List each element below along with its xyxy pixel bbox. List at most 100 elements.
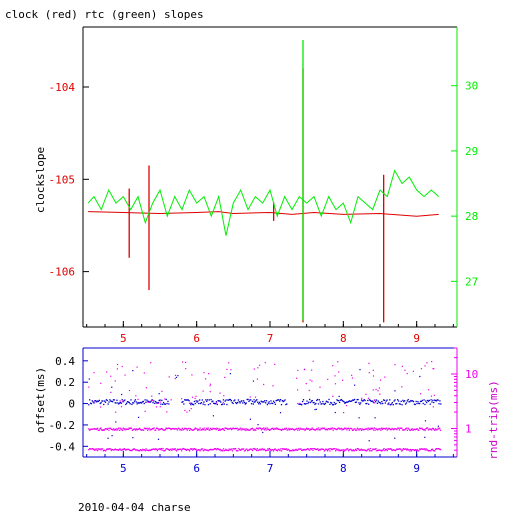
- rndtrip-point: [173, 448, 175, 451]
- rndtrip-point: [417, 450, 419, 452]
- lower-y-tick-label: -0.2: [49, 419, 76, 432]
- offset-point: [408, 401, 410, 403]
- offset-point: [167, 400, 169, 403]
- rndtrip-point: [150, 428, 152, 430]
- rndtrip-scatter-point: [110, 391, 112, 393]
- rndtrip-point: [114, 429, 117, 431]
- rndtrip-point: [138, 427, 141, 430]
- rndtrip-point: [142, 448, 144, 451]
- offset-point: [331, 404, 334, 406]
- offset-point: [389, 399, 391, 401]
- rndtrip-point: [346, 429, 348, 431]
- offset-point: [117, 402, 119, 404]
- offset-point: [304, 403, 306, 405]
- upper-y2-tick-label: 28: [465, 210, 478, 223]
- rndtrip-point: [174, 428, 176, 430]
- rndtrip-point: [423, 428, 426, 431]
- rndtrip-point: [298, 429, 300, 431]
- rndtrip-point: [429, 428, 431, 430]
- offset-point: [205, 399, 207, 401]
- rndtrip-point: [201, 428, 204, 430]
- rndtrip-point: [176, 450, 178, 452]
- offset-point: [300, 403, 302, 405]
- lower-x-tick-label: 9: [413, 462, 420, 475]
- rndtrip-point: [130, 427, 133, 429]
- offset-point: [272, 402, 274, 405]
- offset-point: [141, 401, 144, 403]
- rndtrip-point: [138, 450, 141, 452]
- rndtrip-scatter-point: [93, 372, 95, 374]
- offset-point: [389, 404, 392, 406]
- rndtrip-scatter-point: [228, 362, 230, 364]
- offset-point: [152, 401, 154, 404]
- rndtrip-point: [397, 427, 400, 429]
- rndtrip-scatter-point: [433, 368, 435, 370]
- rndtrip-point: [170, 448, 172, 450]
- rndtrip-point: [233, 428, 235, 430]
- offset-point: [333, 401, 335, 404]
- offset-point: [301, 400, 304, 403]
- offset-point: [355, 401, 357, 403]
- rndtrip-point: [92, 447, 94, 450]
- rndtrip-point: [364, 428, 366, 431]
- rndtrip-point: [433, 450, 435, 452]
- rndtrip-scatter-point: [219, 392, 221, 394]
- offset-point: [198, 402, 200, 405]
- rndtrip-point: [130, 449, 132, 452]
- rndtrip-point: [293, 449, 296, 452]
- rndtrip-point: [354, 428, 356, 430]
- lower-x-tick-label: 6: [193, 462, 200, 475]
- offset-point: [189, 402, 191, 404]
- rndtrip-point: [202, 429, 204, 431]
- rndtrip-scatter-point: [184, 361, 187, 364]
- rndtrip-point: [282, 448, 284, 450]
- offset-point: [428, 399, 430, 402]
- rndtrip-point: [109, 448, 112, 450]
- rndtrip-point: [218, 429, 220, 432]
- rndtrip-point: [91, 428, 93, 430]
- rndtrip-point: [182, 447, 184, 450]
- offset-point: [434, 399, 437, 402]
- rndtrip-point: [403, 429, 405, 431]
- rndtrip-scatter-point: [110, 375, 112, 377]
- rndtrip-point: [399, 448, 401, 450]
- rndtrip-point: [355, 429, 357, 431]
- offset-point: [162, 403, 164, 405]
- rndtrip-point: [414, 449, 416, 452]
- offset-point: [361, 400, 364, 402]
- rndtrip-point: [112, 449, 114, 451]
- offset-point: [373, 401, 375, 404]
- offset-point: [406, 400, 408, 402]
- offset-point: [197, 400, 199, 402]
- offset-point: [356, 398, 358, 401]
- rndtrip-scatter-point: [379, 379, 382, 381]
- rndtrip-point: [193, 448, 195, 450]
- rndtrip-point: [407, 427, 409, 429]
- offset-point: [213, 402, 216, 405]
- rndtrip-point: [350, 427, 352, 430]
- rndtrip-point: [179, 429, 181, 431]
- rndtrip-point: [290, 428, 292, 430]
- rndtrip-point: [253, 429, 255, 431]
- lower-x-tick-label: 7: [267, 462, 274, 475]
- offset-point: [352, 399, 354, 401]
- offset-point: [278, 399, 280, 401]
- rndtrip-point: [113, 449, 115, 451]
- rndtrip-point: [146, 449, 148, 451]
- rndtrip-point: [410, 428, 413, 430]
- offset-point: [394, 399, 396, 401]
- offset-point: [400, 400, 402, 403]
- rndtrip-scatter-point: [146, 401, 149, 403]
- rndtrip-point: [217, 447, 219, 450]
- rndtrip-point: [401, 427, 403, 429]
- rndtrip-point: [226, 427, 228, 430]
- rndtrip-scatter-point: [432, 406, 434, 408]
- rndtrip-point: [299, 448, 301, 450]
- offset-point: [168, 403, 170, 405]
- rndtrip-scatter-point: [209, 385, 211, 387]
- offset-point: [341, 399, 343, 402]
- rndtrip-point: [373, 427, 375, 429]
- rndtrip-point: [384, 428, 386, 430]
- offset-point: [345, 401, 347, 404]
- rndtrip-point: [260, 429, 263, 431]
